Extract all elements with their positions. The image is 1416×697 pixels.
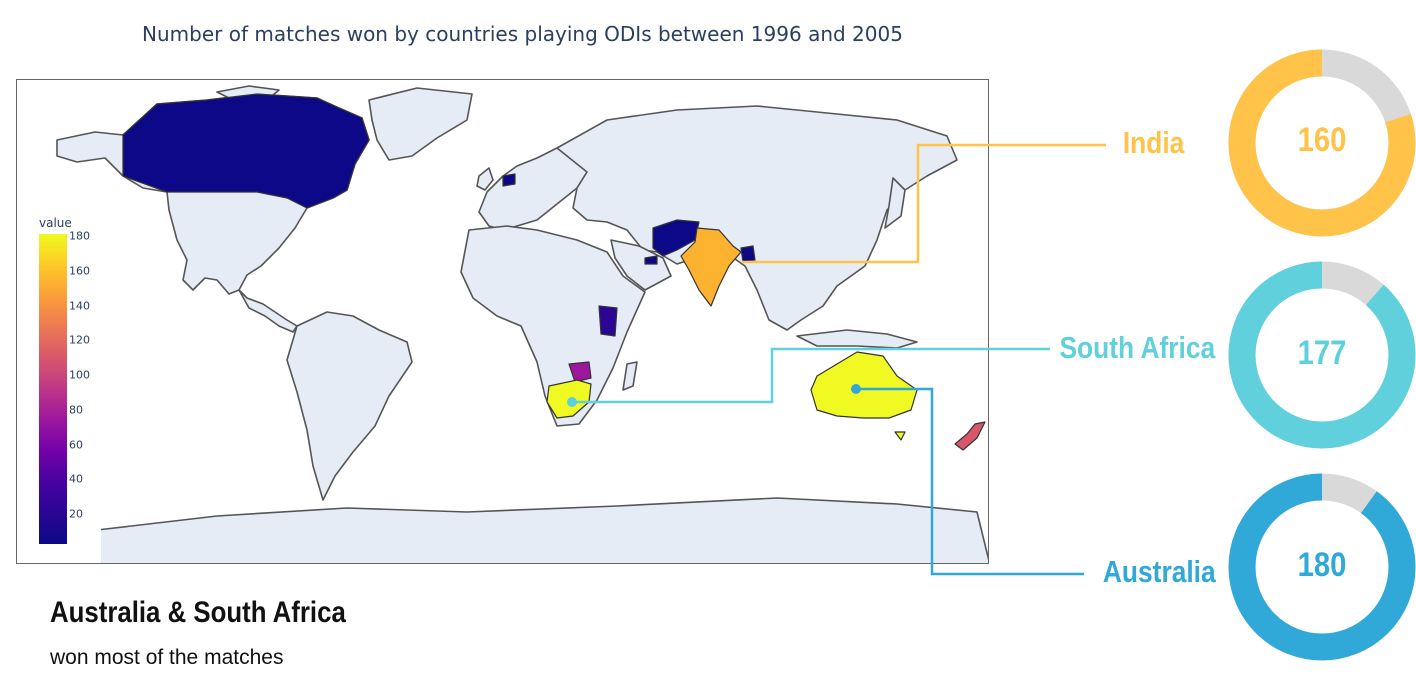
donut-arc-australia [1228, 473, 1416, 661]
land-madagascar [622, 361, 638, 391]
india-label: India [1122, 125, 1184, 160]
colorbar-tick-label: 180 [69, 229, 90, 243]
country-tasmania [894, 431, 906, 441]
country-india [680, 227, 742, 307]
land-asia [556, 105, 958, 331]
country-netherlands [502, 173, 516, 187]
australia-marker [851, 384, 861, 394]
headline: Australia & South Africa [50, 596, 346, 629]
india-connector [742, 143, 1106, 264]
colorbar-tick-label: 140 [69, 299, 90, 312]
colorbar-tick-label: 100 [69, 368, 90, 382]
country-australia [810, 351, 918, 419]
land-greenland [368, 87, 473, 161]
land-japan [884, 177, 906, 229]
colorbar-tick-label: 120 [69, 333, 90, 347]
colorbar: value 180 160 140 120 100 80 60 40 20 [21, 214, 101, 563]
country-kenya [598, 305, 618, 337]
country-zimbabwe [568, 361, 592, 383]
country-uae [644, 255, 658, 265]
south-africa-label: South Africa [1059, 330, 1215, 365]
australia-connector [856, 387, 1084, 576]
country-canada [122, 93, 370, 209]
land-south-america [286, 311, 413, 501]
country-pakistan [652, 219, 700, 257]
colorbar-tick-label: 80 [69, 403, 83, 417]
world-map-svg [56, 85, 988, 563]
australia-value: 180 [1297, 546, 1347, 584]
map-title: Number of matches won by countries playi… [142, 22, 903, 46]
land-indonesia [796, 329, 918, 349]
land-uk [476, 167, 494, 191]
south-africa-value: 177 [1297, 334, 1347, 372]
south-africa-connector [572, 347, 1050, 404]
colorbar-gradient [39, 234, 67, 544]
country-bangladesh [740, 245, 756, 263]
colorbar-title: value [39, 216, 72, 230]
donut-arc-south-africa [1228, 261, 1416, 449]
land-arabia [610, 239, 672, 291]
colorbar-tick-label: 20 [69, 507, 83, 521]
choropleth-map[interactable]: value 180 160 140 120 100 80 60 40 20 [16, 79, 989, 564]
land-africa [460, 225, 646, 427]
colorbar-tick-label: 160 [69, 264, 90, 278]
donut-arc-india [1228, 49, 1416, 237]
india-value: 160 [1297, 121, 1347, 159]
country-new-zealand [954, 421, 986, 451]
australia-label: Australia [1103, 554, 1216, 589]
land-antarctica [96, 497, 988, 563]
colorbar-tick-label: 40 [69, 472, 83, 486]
subline: won most of the matches [50, 646, 284, 669]
colorbar-tick-label: 60 [69, 438, 83, 451]
south-africa-marker [567, 397, 577, 407]
donut-group [1228, 49, 1416, 661]
